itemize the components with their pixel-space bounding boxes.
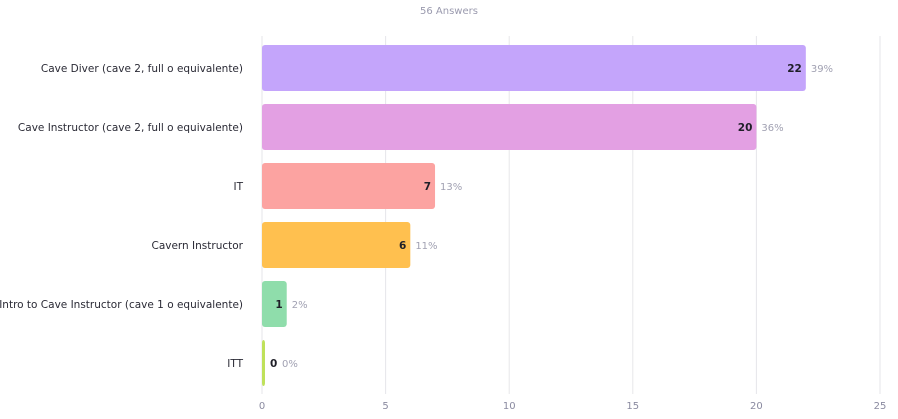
- value-label: 6: [399, 240, 406, 252]
- answers-count: 56 Answers: [420, 6, 478, 17]
- bar: [262, 163, 436, 209]
- value-label: 20: [738, 122, 753, 134]
- bar: [262, 104, 757, 150]
- value-label: 22: [787, 63, 802, 75]
- value-label: 7: [424, 181, 431, 193]
- percent-label: 36%: [761, 123, 783, 134]
- bar: [262, 222, 411, 268]
- percent-label: 0%: [282, 359, 298, 370]
- x-tick-label: 15: [626, 401, 639, 412]
- x-tick-label: 0: [259, 401, 265, 412]
- percent-label: 11%: [415, 241, 437, 252]
- percent-label: 13%: [440, 182, 462, 193]
- bar: [262, 45, 806, 91]
- percent-label: 2%: [292, 300, 308, 311]
- value-label: 1: [275, 299, 282, 311]
- category-label: Intro to Cave Instructor (cave 1 o equiv…: [0, 299, 243, 311]
- x-tick-label: 20: [750, 401, 763, 412]
- category-label: Cave Diver (cave 2, full o equivalente): [41, 63, 243, 75]
- x-tick-label: 25: [874, 401, 887, 412]
- category-label: Cavern Instructor: [151, 240, 243, 252]
- category-label: ITT: [227, 358, 243, 370]
- bar: [262, 281, 287, 327]
- percent-label: 39%: [811, 64, 833, 75]
- category-label: IT: [233, 181, 243, 193]
- x-tick-label: 5: [382, 401, 388, 412]
- bar: [262, 340, 265, 386]
- x-tick-label: 10: [503, 401, 516, 412]
- category-label: Cave Instructor (cave 2, full o equivale…: [18, 122, 243, 134]
- value-label: 0: [270, 358, 277, 370]
